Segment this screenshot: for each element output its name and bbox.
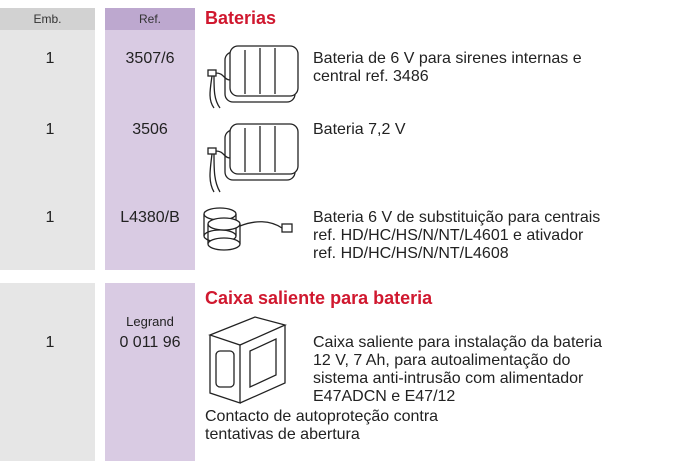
description-line: ref. HD/HC/HS/N/NT/L4608: [313, 245, 509, 262]
enclosure-icon: [208, 316, 287, 404]
emb: 1: [45, 50, 55, 67]
ref: 3507/6: [125, 50, 175, 67]
ref: L4380/B: [120, 209, 180, 226]
note-line: tentativas de abertura: [205, 426, 360, 443]
note: Contacto de autoproteção contra tentativ…: [205, 408, 438, 444]
description-line: 12 V, 7 Ah, para autoalimentação do: [313, 352, 571, 369]
description-line: Caixa saliente para instalação da bateri…: [313, 334, 603, 351]
battery-pack-icon: [207, 45, 299, 109]
description: Caixa saliente para instalação da bateri…: [313, 334, 602, 406]
ref-column: [105, 283, 195, 461]
emb: 1: [45, 334, 55, 351]
emb-column: [0, 30, 95, 270]
ref: 3506: [132, 121, 168, 138]
description-line: central ref. 3486: [313, 68, 429, 85]
description-line: Bateria de 6 V para sirenes internas e: [313, 50, 582, 67]
note-line: Contacto de autoproteção contra: [205, 408, 439, 425]
description-line: Bateria 6 V de substituição para centrai…: [313, 209, 601, 226]
section-title: Caixa saliente para bateria: [205, 288, 433, 308]
description-line: sistema anti-intrusão com alimentador: [313, 370, 584, 387]
emb-column: [0, 283, 95, 461]
ref-column: [105, 30, 195, 270]
illustrations: [203, 45, 299, 251]
header-emb: Emb.: [0, 8, 95, 30]
header-ref: Ref.: [105, 8, 195, 30]
description: Bateria 6 V de substituição para centrai…: [313, 209, 600, 263]
battery-pack-icon: [207, 123, 299, 193]
description: Bateria de 6 V para sirenes internas e c…: [313, 50, 582, 86]
section-title: Baterias: [205, 8, 277, 28]
emb: 1: [45, 121, 55, 138]
description: Bateria 7,2 V: [313, 121, 406, 139]
description-line: Bateria 7,2 V: [313, 121, 406, 138]
battery-cylinder-icon: [203, 207, 293, 251]
description-line: ref. HD/HC/HS/N/NT/L4601 e ativador: [313, 227, 584, 244]
ref: 0 011 96: [119, 334, 181, 351]
ref-brand: Legrand: [126, 314, 174, 329]
emb: 1: [45, 209, 55, 226]
description-line: E47ADCN e E47/12: [313, 388, 456, 405]
